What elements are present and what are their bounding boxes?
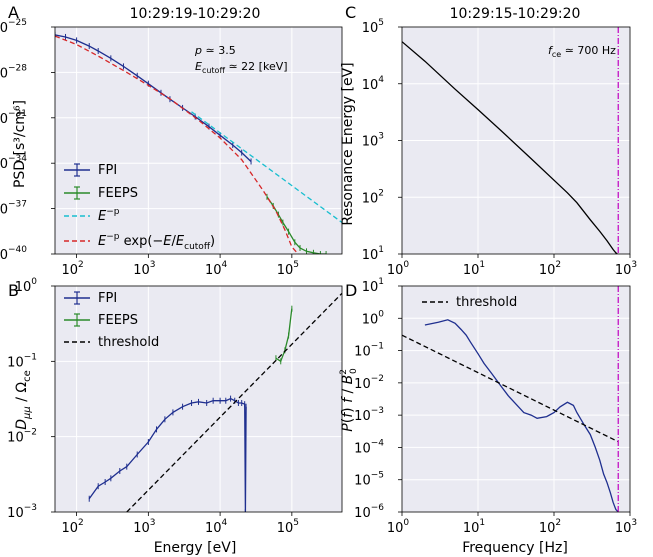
x-tick-label: 103 [133,260,155,278]
x-tick-label: 100 [387,260,410,278]
svg-text:FEEPS: FEEPS [98,186,138,201]
y-tick-label: 103 [362,132,384,150]
panel-c-title: 10:29:15-10:29:20 [450,6,581,22]
panel-d-ylabel: P(f) f / B20 [339,368,359,432]
x-tick-label: 103 [615,518,637,536]
y-tick-label: 10−1 [354,342,384,360]
panel-b-xlabel: Energy [eV] [154,540,237,556]
panel-label-c: C [345,3,356,22]
y-tick-label: 101 [362,245,384,263]
panel-label-a: A [8,3,19,22]
panel-d: 100 101 102 103 10−6 10−5 10−4 10−3 10−2 10−1 100 1… [354,277,637,536]
x-tick-label: 103 [133,518,155,536]
panel-label-d: D [345,281,357,300]
panel-b-ylabel: Dμμ / Ωce [14,370,33,430]
y-tick-label: 10−5 [354,471,384,489]
svg-text:threshold: threshold [456,295,517,310]
panel-a: 102 103 104 105 10−25 10−28 10−31 10−34 10−37 10−… [0,18,343,278]
y-tick-label: 10−6 [354,503,384,521]
y-tick-label: 10−3 [354,406,384,424]
svg-text:E−p: E−p [98,207,120,224]
series-line-threshold [126,292,342,512]
panel-b: 102 103 104 105 10−3 10−2 10−1 100 FPI FEEPS thres… [7,277,343,536]
x-tick-label: 102 [61,518,83,536]
series-line-threshold [402,334,619,443]
panel-c-ylabel: Resonance Energy [eV] [340,62,356,225]
series-line-fpi [55,34,252,162]
y-tick-label: 10−25 [0,18,27,36]
plot-frame [401,285,631,513]
y-tick-label: 10−28 [0,63,27,81]
x-tick-label: 103 [615,260,637,278]
x-tick-label: 102 [539,260,561,278]
legend-threshold: threshold [422,295,517,310]
x-tick-label: 102 [61,260,83,278]
panel-a-ylabel: PSD [s³/cm⁶] [12,100,28,188]
x-tick-label: 102 [539,518,561,536]
x-tick-label: 104 [205,518,228,536]
y-tick-label: 101 [362,277,384,295]
y-tick-label: 100 [362,309,385,327]
plot-frame [54,285,343,513]
y-tick-label: 10−37 [0,200,27,218]
plot-frame [401,26,631,255]
y-tick-label: 100 [15,277,38,295]
svg-text:FEEPS: FEEPS [98,313,138,328]
x-tick-label: 105 [277,260,299,278]
series-line-spectrum [424,319,619,512]
plot-frame [54,26,343,255]
series-line-e-p-exp-e-e-cutoff [55,35,300,254]
x-tick-label: 105 [277,518,299,536]
legend-feeps: FEEPS [64,313,138,328]
legend-power-law: E−p [64,207,120,224]
legend-fpi: FPI [64,291,117,306]
y-tick-label: 102 [362,188,384,206]
y-tick-label: 10−40 [0,245,27,263]
annotation-fce: fce ≃ 700 Hz [548,44,616,59]
panel-label-b: B [8,281,19,300]
panel-a-title: 10:29:19-10:29:20 [130,6,261,22]
legend-fpi: FPI [64,163,117,178]
plot-background [402,286,630,512]
series-line-e-p [191,111,342,224]
y-tick-label: 10−34 [0,154,27,172]
y-tick-label: 10−31 [0,109,27,127]
svg-text:FPI: FPI [98,163,117,178]
y-tick-label: 104 [362,75,385,93]
x-tick-label: 101 [463,260,485,278]
legend-threshold: threshold [64,335,159,350]
y-tick-label: 10−2 [7,428,37,446]
x-tick-label: 101 [463,518,485,536]
x-tick-label: 100 [387,518,410,536]
plot-background [55,27,342,254]
legend-feeps: FEEPS [64,186,138,201]
x-tick-label: 104 [205,260,228,278]
y-tick-label: 10−1 [7,352,37,370]
y-tick-label: 105 [362,18,384,36]
y-tick-label: 10−2 [354,374,384,392]
panel-d-xlabel: Frequency [Hz] [462,540,568,556]
annotation-ecutoff: Ecutoff ≃ 22 [keV] [195,60,288,75]
svg-text:threshold: threshold [98,335,159,350]
series-line-0 [402,41,618,254]
annotation-p: p ≃ 3.5 [194,44,236,57]
y-tick-label: 10−3 [7,503,37,521]
svg-text:FPI: FPI [98,291,117,306]
y-tick-label: 10−4 [354,438,384,456]
